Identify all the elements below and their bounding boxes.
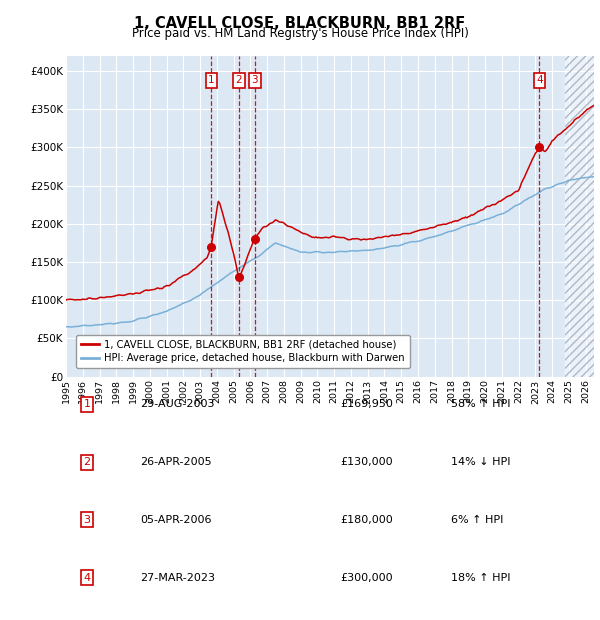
Text: 4: 4 bbox=[83, 573, 91, 583]
Text: 4: 4 bbox=[536, 75, 542, 85]
Text: 1: 1 bbox=[83, 399, 91, 409]
Text: 26-APR-2005: 26-APR-2005 bbox=[140, 457, 212, 467]
Text: 27-MAR-2023: 27-MAR-2023 bbox=[140, 573, 215, 583]
Text: 14% ↓ HPI: 14% ↓ HPI bbox=[451, 457, 511, 467]
Text: 58% ↑ HPI: 58% ↑ HPI bbox=[451, 399, 511, 409]
Text: 3: 3 bbox=[251, 75, 258, 85]
Bar bbox=[565, 56, 600, 376]
Text: £180,000: £180,000 bbox=[341, 515, 394, 525]
Text: 2: 2 bbox=[83, 457, 91, 467]
Text: 29-AUG-2003: 29-AUG-2003 bbox=[140, 399, 214, 409]
Text: 18% ↑ HPI: 18% ↑ HPI bbox=[451, 573, 511, 583]
Text: 1, CAVELL CLOSE, BLACKBURN, BB1 2RF: 1, CAVELL CLOSE, BLACKBURN, BB1 2RF bbox=[134, 16, 466, 30]
Text: 2: 2 bbox=[236, 75, 242, 85]
Text: 05-APR-2006: 05-APR-2006 bbox=[140, 515, 211, 525]
Text: £300,000: £300,000 bbox=[341, 573, 393, 583]
Bar bbox=[565, 56, 600, 376]
Text: 3: 3 bbox=[83, 515, 91, 525]
Text: Price paid vs. HM Land Registry's House Price Index (HPI): Price paid vs. HM Land Registry's House … bbox=[131, 27, 469, 40]
Text: £169,950: £169,950 bbox=[341, 399, 394, 409]
Text: 6% ↑ HPI: 6% ↑ HPI bbox=[451, 515, 504, 525]
Legend: 1, CAVELL CLOSE, BLACKBURN, BB1 2RF (detached house), HPI: Average price, detach: 1, CAVELL CLOSE, BLACKBURN, BB1 2RF (det… bbox=[76, 335, 410, 368]
Text: 1: 1 bbox=[208, 75, 214, 85]
Text: £130,000: £130,000 bbox=[341, 457, 393, 467]
